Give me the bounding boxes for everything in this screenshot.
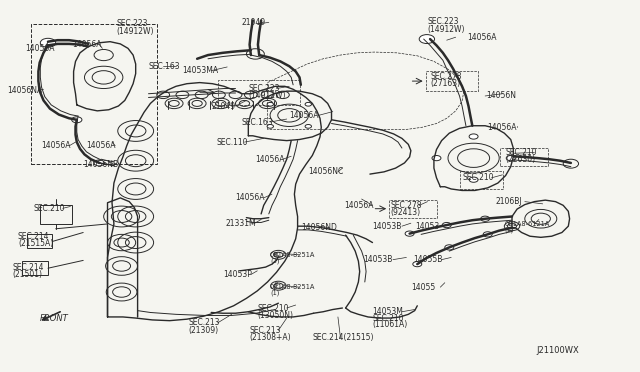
Circle shape (305, 102, 312, 106)
Bar (22, 261, 48, 275)
Bar (27, 234, 52, 248)
Text: 14055B: 14055B (413, 255, 442, 264)
Circle shape (483, 232, 492, 237)
Text: (22630): (22630) (506, 155, 536, 164)
Text: (27163): (27163) (430, 79, 460, 88)
Text: SEC.210: SEC.210 (372, 314, 404, 323)
Text: 14053M: 14053M (372, 307, 403, 316)
Circle shape (432, 155, 441, 161)
Text: 14053B: 14053B (364, 255, 393, 264)
Text: B: B (275, 251, 278, 257)
Bar (40, 205, 72, 224)
Text: 14056ND: 14056ND (301, 223, 337, 232)
Circle shape (469, 134, 478, 139)
Text: 0B1A8-8251A: 0B1A8-8251A (270, 284, 316, 290)
Circle shape (442, 222, 451, 228)
Text: 14053B: 14053B (372, 222, 402, 231)
Text: SEC.214: SEC.214 (18, 232, 49, 241)
Text: 14056A: 14056A (26, 44, 55, 53)
Bar (218, 80, 300, 105)
Bar (389, 200, 437, 218)
Text: 14053MA: 14053MA (182, 66, 218, 75)
Text: 2106BJ: 2106BJ (496, 197, 523, 206)
Text: 0B1A8-8251A: 0B1A8-8251A (270, 252, 316, 258)
Text: 21049: 21049 (242, 18, 266, 27)
Text: SEC.278: SEC.278 (390, 201, 422, 210)
Bar (460, 171, 503, 189)
Circle shape (94, 160, 104, 166)
Circle shape (267, 125, 273, 128)
Text: 14056A: 14056A (42, 141, 71, 150)
Text: (92413): (92413) (390, 208, 420, 217)
Text: 14056A: 14056A (72, 40, 102, 49)
Circle shape (506, 155, 515, 161)
Circle shape (469, 177, 478, 182)
Bar (31, 24, 157, 164)
Text: SEC.110: SEC.110 (216, 138, 248, 147)
Text: 21331M: 21331M (225, 219, 256, 228)
Text: (1): (1) (504, 227, 514, 233)
Text: SEC.163: SEC.163 (242, 118, 273, 126)
Text: 14056A: 14056A (289, 111, 319, 120)
Text: FRONT: FRONT (40, 314, 68, 323)
Text: (2): (2) (270, 258, 280, 264)
Text: 14056A: 14056A (255, 155, 284, 164)
Text: 14056NB: 14056NB (83, 160, 118, 169)
Text: 21049: 21049 (211, 102, 236, 110)
Circle shape (405, 231, 414, 236)
Text: SEC.214(21515): SEC.214(21515) (312, 333, 374, 342)
Text: SEC.210: SEC.210 (257, 304, 289, 312)
Text: SEC.223: SEC.223 (248, 84, 280, 93)
Text: (14912W): (14912W) (428, 25, 465, 33)
Text: 14056A: 14056A (488, 123, 517, 132)
Text: SEC.213: SEC.213 (250, 326, 281, 335)
Text: 14056NA: 14056NA (8, 86, 43, 94)
Text: SEC.210: SEC.210 (506, 148, 537, 157)
Text: (21515A): (21515A) (18, 239, 53, 248)
Text: (14912W): (14912W) (116, 27, 154, 36)
Text: 14053P: 14053P (223, 270, 252, 279)
Text: B: B (275, 282, 278, 288)
Text: (13050N): (13050N) (257, 311, 293, 320)
Text: 14056NC: 14056NC (308, 167, 344, 176)
Text: 14053: 14053 (415, 222, 439, 231)
Text: SEC.278: SEC.278 (430, 72, 461, 81)
Text: 14056A: 14056A (467, 33, 497, 42)
Circle shape (40, 38, 56, 47)
Text: 14056A: 14056A (86, 141, 116, 150)
Text: J21100WX: J21100WX (536, 346, 579, 355)
Circle shape (305, 125, 312, 128)
Text: 14056N: 14056N (486, 92, 516, 100)
Text: SEC.210: SEC.210 (462, 173, 493, 182)
Circle shape (72, 117, 82, 123)
Text: 14055: 14055 (411, 283, 435, 292)
Circle shape (267, 102, 273, 106)
Circle shape (481, 216, 490, 221)
Text: (14912W): (14912W) (248, 92, 286, 100)
Text: (21308+A): (21308+A) (250, 333, 291, 342)
Text: 14056A: 14056A (236, 193, 265, 202)
Text: (21501): (21501) (13, 270, 43, 279)
Text: (1): (1) (270, 290, 280, 296)
Text: SEC.214: SEC.214 (13, 263, 44, 272)
Text: SEC.210: SEC.210 (33, 204, 65, 213)
Text: (21309): (21309) (189, 326, 219, 335)
Text: (11061A): (11061A) (372, 320, 408, 329)
Text: 14056A: 14056A (344, 201, 374, 210)
Bar (426, 71, 478, 91)
Text: 0B1A8-6121A: 0B1A8-6121A (504, 221, 550, 227)
Circle shape (419, 35, 435, 44)
Text: SEC.223: SEC.223 (428, 17, 459, 26)
Text: SEC.163: SEC.163 (148, 62, 180, 71)
Text: SEC.223: SEC.223 (116, 19, 148, 28)
Circle shape (445, 245, 454, 250)
Text: SEC.213: SEC.213 (189, 318, 220, 327)
Bar (500, 148, 548, 166)
Circle shape (413, 262, 422, 267)
